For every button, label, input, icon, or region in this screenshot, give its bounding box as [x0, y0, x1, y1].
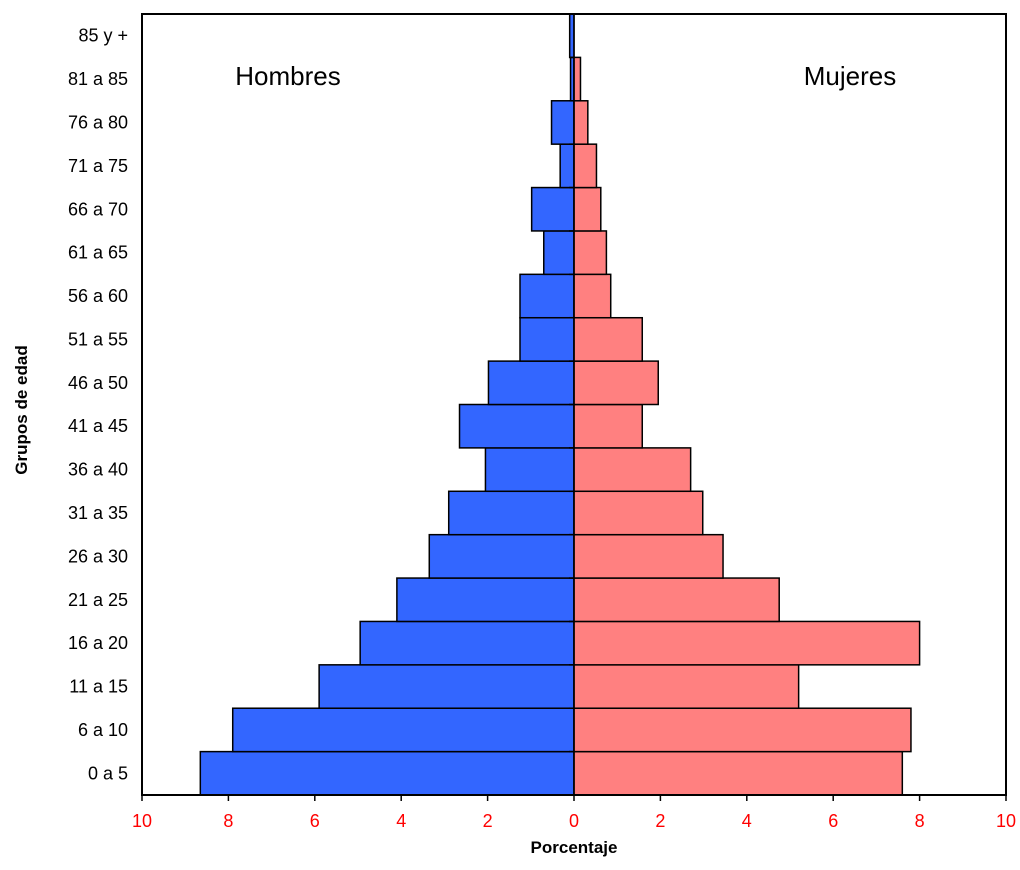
x-tick-label: 8 [223, 811, 233, 831]
bar-mujeres-16-a-20 [573, 620, 921, 666]
y-tick-label: 71 a 75 [68, 156, 128, 176]
bar-hombres-26-a-30 [428, 533, 575, 579]
bar-hombres-66-a-70 [530, 186, 575, 232]
x-tick-label: 4 [396, 811, 406, 831]
y-axis-ticks [569, 13, 574, 796]
bar-hombres-71-a-75 [559, 143, 575, 189]
y-tick-label: 31 a 35 [68, 503, 128, 523]
bar-hombres-46-a-50 [487, 360, 575, 406]
bar-hombres-31-a-35 [447, 490, 575, 536]
x-tick-label: 10 [132, 811, 152, 831]
y-tick-label: 11 a 15 [69, 677, 128, 697]
bar-hombres-21-a-25 [396, 577, 575, 623]
y-tick-label: 16 a 20 [68, 633, 128, 653]
y-tick-label: 6 a 10 [78, 720, 128, 740]
bar-mujeres-41-a-45 [573, 403, 644, 449]
bar-mujeres-61-a-65 [573, 230, 608, 276]
bar-hombres-41-a-45 [458, 403, 575, 449]
y-tick-label: 41 a 45 [68, 416, 128, 436]
bar-hombres-11-a-15 [318, 664, 575, 709]
x-tick-label: 10 [996, 811, 1016, 831]
x-tick-label: 4 [742, 811, 752, 831]
x-axis-labels: 10 8 6 4 2 0 2 4 6 8 10 [132, 811, 1016, 831]
bar-mujeres-36-a-40 [573, 447, 692, 493]
bar-mujeres-66-a-70 [573, 186, 602, 232]
y-tick-label: 81 a 85 [68, 69, 128, 89]
y-axis-title: Grupos de edad [12, 345, 31, 474]
x-tick-label: 2 [483, 811, 493, 831]
bar-hombres-56-a-60 [519, 273, 575, 319]
bar-hombres-76-a-80 [550, 100, 575, 145]
bar-hombres-16-a-20 [359, 620, 575, 666]
bar-mujeres-26-a-30 [573, 533, 724, 579]
bar-mujeres-21-a-25 [573, 577, 780, 623]
bar-mujeres-11-a-15 [573, 664, 800, 709]
x-tick-label: 8 [915, 811, 925, 831]
bar-mujeres-76-a-80 [573, 100, 589, 145]
y-tick-label: 85 y + [78, 26, 128, 46]
bar-mujeres-46-a-50 [573, 360, 659, 406]
y-tick-label: 61 a 65 [68, 243, 128, 263]
hombres-bars [199, 13, 575, 796]
y-tick-label: 66 a 70 [68, 199, 128, 219]
bar-hombres-36-a-40 [484, 447, 575, 493]
bar-hombres-6-a-10 [231, 707, 575, 753]
bar-mujeres-71-a-75 [573, 143, 598, 189]
bar-hombres-51-a-55 [519, 316, 575, 362]
x-tick-label: 0 [569, 811, 579, 831]
y-tick-label: 0 a 5 [88, 763, 128, 783]
bar-mujeres-6-a-10 [573, 707, 912, 753]
bar-mujeres-0-a-5 [573, 750, 904, 796]
y-tick-label: 26 a 30 [68, 546, 128, 566]
annotation-mujeres: Mujeres [804, 61, 896, 91]
bar-mujeres-81-a-85 [573, 56, 582, 102]
bar-mujeres-51-a-55 [573, 316, 644, 362]
x-tick-label: 6 [310, 811, 320, 831]
bar-hombres-61-a-65 [543, 230, 575, 276]
bar-mujeres-31-a-35 [573, 490, 704, 536]
x-axis-title: Porcentaje [531, 838, 618, 857]
y-tick-label: 56 a 60 [68, 286, 128, 306]
x-tick-label: 6 [828, 811, 838, 831]
y-axis-labels: 0 a 5 6 a 10 11 a 15 16 a 20 21 a 25 26 a 30 3… [68, 26, 128, 784]
y-tick-label: 46 a 50 [68, 373, 128, 393]
y-tick-label: 21 a 25 [68, 590, 128, 610]
bar-hombres-0-a-5 [199, 750, 575, 796]
x-axis-ticks [141, 795, 1007, 801]
x-tick-label: 2 [655, 811, 665, 831]
y-tick-label: 76 a 80 [68, 112, 128, 132]
bar-mujeres-56-a-60 [573, 273, 612, 319]
y-tick-label: 51 a 55 [68, 329, 128, 349]
y-tick-label: 36 a 40 [68, 460, 128, 480]
annotation-hombres: Hombres [235, 61, 340, 91]
mujeres-bars [573, 56, 921, 796]
